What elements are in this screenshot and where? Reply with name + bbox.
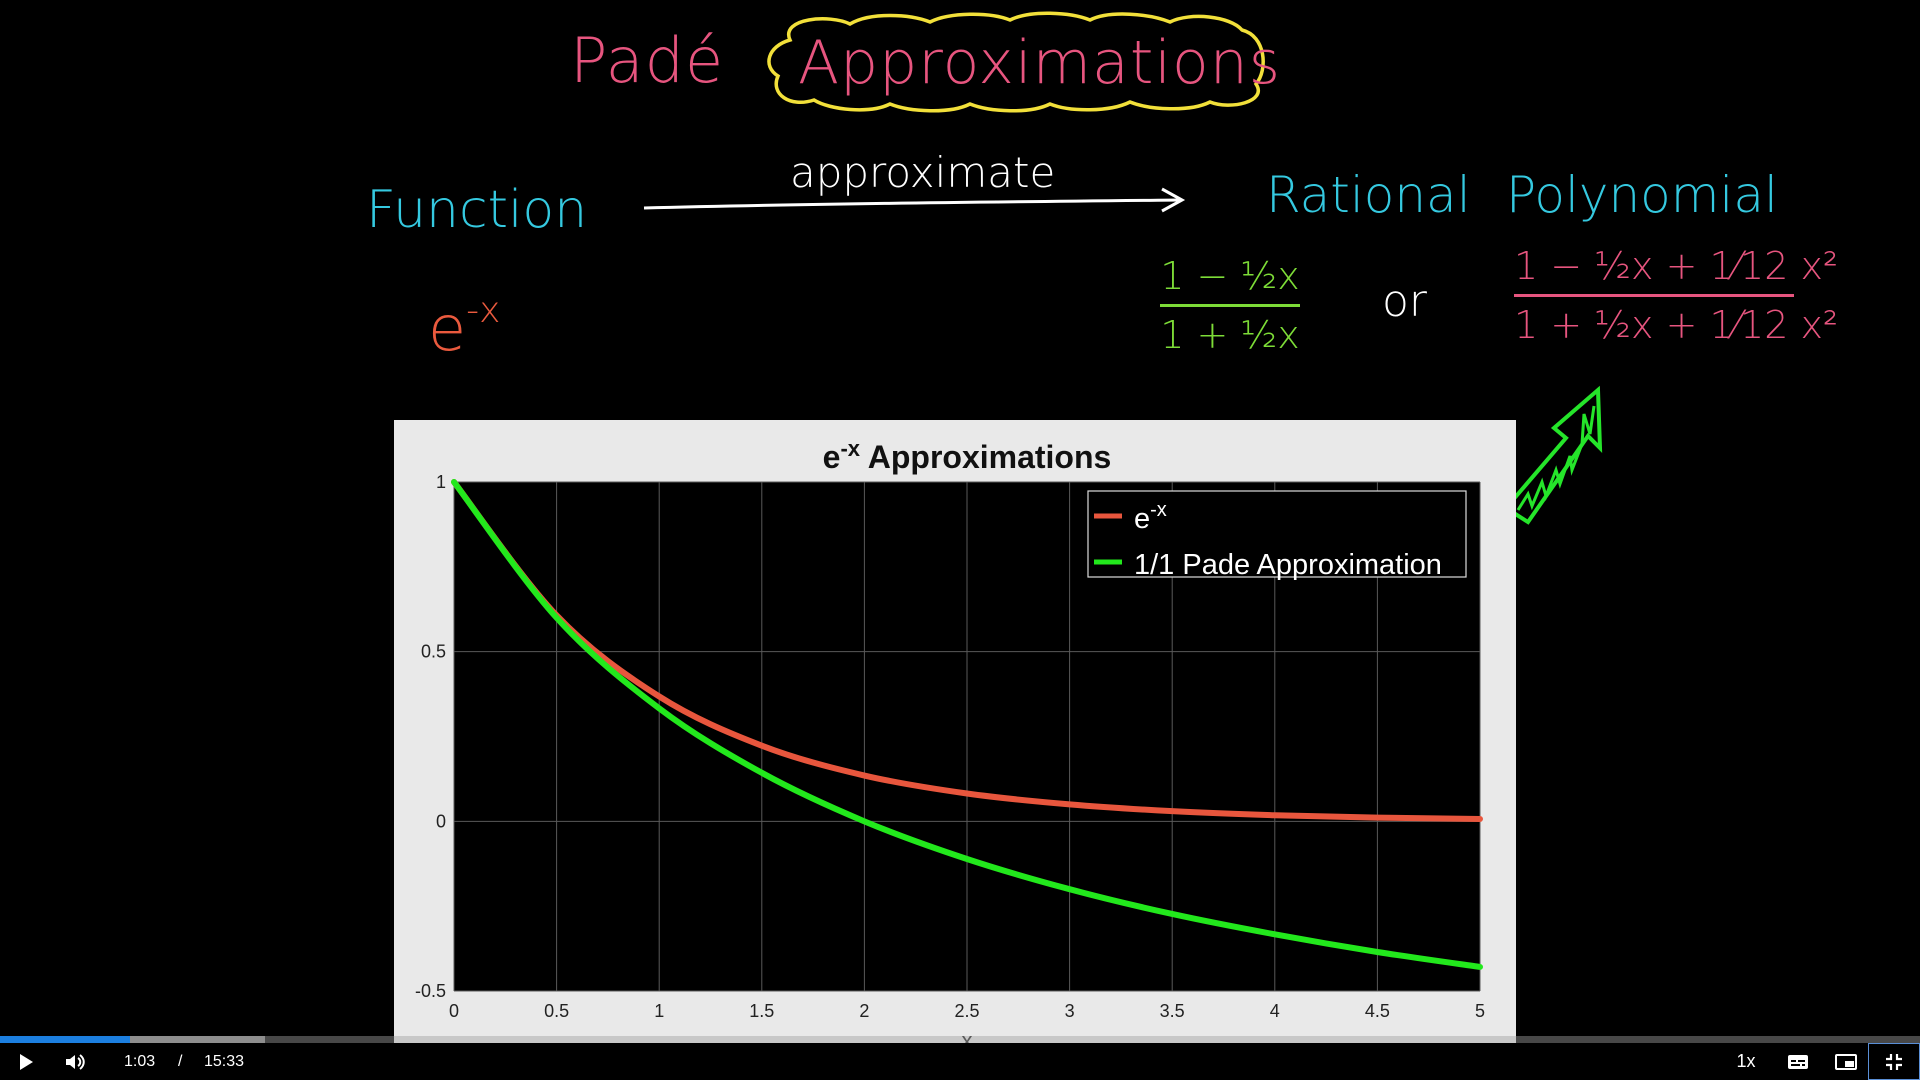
x-tick-label: 2.5 [954,1001,979,1021]
progress-buffered [0,1036,265,1043]
current-time: 1:03 [124,1052,156,1070]
approximate-label: approximate [790,148,1056,197]
player-controls: 1:03 / 15:33 1x [0,1043,1920,1080]
series-line-1 [451,479,1483,822]
frac1-numerator: 1 − ½x [1160,254,1300,298]
board-title-box: Approximations [760,10,1280,114]
frac1-denominator: 1 + ½x [1160,313,1300,357]
board-title-approximations: Approximations [798,28,1282,98]
time-separator: / [178,1052,183,1070]
title-cloud-outline [767,11,1265,113]
play-icon [20,1053,33,1070]
polynomial-label: Polynomial [1506,166,1778,224]
x-tick-label: 4 [1270,1001,1280,1021]
expr-exponent: -x [466,290,501,332]
y-tick-label: 0 [436,811,446,831]
playback-speed-button[interactable]: 1x [1736,1051,1756,1071]
picture-in-picture-button[interactable] [1826,1043,1866,1080]
exit-fullscreen-button[interactable] [1868,1043,1920,1080]
captions-button[interactable] [1778,1043,1818,1080]
function-label: Function [366,180,588,240]
x-tick-label: 4.5 [1365,1001,1390,1021]
approximate-arrow [643,187,1186,213]
x-tick-label: 3 [1065,1001,1075,1021]
legend-label: e-x [1134,499,1167,535]
function-expression: e-x [428,290,501,365]
series-lines [451,479,1483,970]
expr-base: e [428,292,467,365]
grid [453,481,1481,992]
volume-button[interactable] [58,1043,94,1080]
chart-title: e-x Approximations [823,436,1112,475]
frac2-numerator: 1 − ½x + 1⁄12 x² [1514,244,1839,288]
x-tick-label: 1.5 [749,1001,774,1021]
pade-1-1-fraction: 1 − ½x 1 + ½x [1160,254,1300,357]
y-tick-label: 1 [436,472,446,492]
volume-icon [66,1053,85,1070]
x-tick-label: 0.5 [544,1001,569,1021]
legend-box [1087,490,1467,578]
y-tick-labels: -0.5 0 0.5 1 [415,472,446,1001]
legend: e-x 1/1 Pade Approximation [1087,490,1467,581]
picture-in-picture-icon [1835,1053,1857,1070]
series-line-2 [451,479,1483,970]
board-title-pade: Padé [570,24,725,97]
x-tick-label: 2 [859,1001,869,1021]
progress-played [0,1036,130,1043]
x-tick-labels: 0 0.5 1 1.5 2 2.5 3 3.5 4 4.5 5 [449,1001,1485,1021]
chart-panel: 0 0.5 1 1.5 2 2.5 3 3.5 4 4.5 5 -0.5 0 0.5 1 e-x Appr… [394,420,1516,1056]
total-time: 15:33 [204,1052,245,1070]
frac2-bar [1514,294,1794,297]
captions-icon [1788,1054,1808,1069]
rational-label: Rational [1266,166,1471,224]
x-tick-label: 5 [1475,1001,1485,1021]
x-axis-label: x [962,1028,973,1053]
exit-fullscreen-icon [1886,1053,1902,1070]
x-tick-label: 0 [449,1001,459,1021]
play-button[interactable] [8,1043,44,1080]
frac1-bar [1160,304,1300,307]
y-tick-label: 0.5 [421,642,446,662]
chart: 0 0.5 1 1.5 2 2.5 3 3.5 4 4.5 5 -0.500.51 e-x Appr… [415,436,1485,1053]
or-label: or [1382,276,1428,327]
pade-2-2-fraction: 1 − ½x + 1⁄12 x² 1 + ½x + 1⁄12 x² [1514,244,1839,347]
x-tick-label: 3.5 [1160,1001,1185,1021]
y-tick-label: -0.5 [415,981,446,1001]
hand-drawn-arrow-icon [1502,385,1603,525]
frac2-denominator: 1 + ½x + 1⁄12 x² [1514,303,1839,347]
progress-bar[interactable] [0,1036,1920,1043]
legend-label: 1/1 Pade Approximation [1134,549,1442,581]
x-tick-label: 1 [654,1001,664,1021]
